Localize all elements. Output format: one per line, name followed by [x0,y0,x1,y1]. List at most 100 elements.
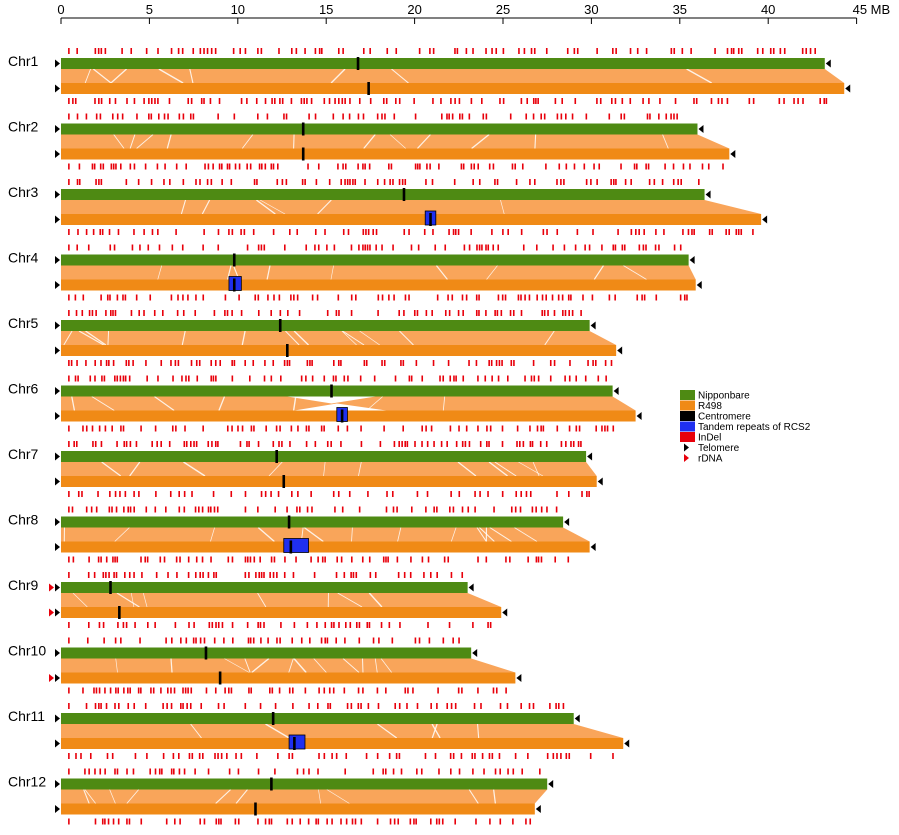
indel-mark [481,753,484,759]
indel-mark [485,556,488,563]
indel-mark [468,441,471,447]
indel-mark [260,637,262,644]
indel-mark [357,163,359,170]
indel-mark [313,572,316,578]
indel-mark [529,491,532,497]
indel-mark [360,425,362,432]
indel-mark [476,244,478,251]
indel-mark [154,506,157,513]
indel-mark [281,441,283,447]
inversion-line [431,723,438,739]
indel-mark [452,637,454,644]
inversion-line [323,461,326,477]
indel-mark [118,703,120,709]
indel-mark [552,244,554,251]
indel-mark [443,556,446,563]
indel-mark [207,441,210,447]
indel-mark [698,179,700,185]
telomere-right-nipponbare [698,125,704,133]
inversion-line [489,527,512,542]
indel-mark [388,622,391,628]
indel-mark [620,163,622,170]
indel-mark [233,360,236,366]
indel-mark [458,637,460,644]
inversion-line [83,789,90,804]
indel-mark [283,113,285,120]
axis-tick-label: 40 [761,2,775,17]
indel-mark [263,375,266,382]
indel-mark [507,375,509,382]
indel-mark [344,768,347,775]
indel-mark [280,375,282,382]
indel-mark [68,768,70,775]
indel-mark [553,310,556,316]
inversion-line [251,657,270,674]
indel-mark [328,687,331,694]
indel-mark [516,441,518,447]
indel-mark [553,360,556,366]
indel-mark [329,703,332,709]
indel-mark [583,163,586,170]
indel-mark [679,244,682,251]
indel-mark [182,310,185,316]
indel-mark [134,622,136,628]
indel-mark [537,556,540,563]
indel-mark [181,375,183,382]
indel-mark [475,310,478,316]
indel-mark [567,556,570,563]
indel-mark [363,360,366,366]
indel-mark [214,48,217,54]
indel-mark [352,179,354,185]
indel-mark [182,179,185,185]
indel-mark [176,572,178,578]
indel-mark [289,441,291,447]
indel-mark [477,375,479,382]
indel-mark [350,244,353,251]
inversion-line [292,396,297,411]
indel-mark [525,491,528,497]
indel-mark [429,163,431,170]
indel-mark [326,441,329,447]
indel-mark [451,294,454,301]
indel-mark [123,506,125,513]
indel-mark [317,556,319,563]
indel-mark [562,310,564,316]
indel-mark [492,163,495,170]
indel-mark [306,360,309,366]
indel-mark [80,753,82,759]
indel-mark [228,687,230,694]
indel-mark [636,48,639,54]
indel-mark [475,818,477,825]
indel-mark [111,113,114,120]
indel-mark [192,637,195,644]
indel-mark [814,48,816,54]
indel-mark [514,506,517,513]
indel-mark [349,98,351,104]
indel-mark [249,556,252,563]
indel-mark [455,441,458,447]
indel-mark [332,687,335,694]
indel-mark [111,506,113,513]
indel-mark [288,360,291,366]
indel-mark [164,163,166,170]
indel-mark [645,48,648,54]
indel-mark [490,360,493,366]
indel-mark [551,294,554,301]
telomere-left-r498 [55,84,60,93]
indel-mark [100,98,103,104]
inversion-line [368,592,383,608]
indel-mark [372,229,374,235]
tandem-repeat-block [283,538,309,553]
indel-mark [477,163,480,170]
telomere-left-nipponbare [55,649,60,657]
indel-mark [246,244,249,251]
indel-mark [151,229,154,235]
inversion-line [431,723,441,739]
chromosome-label: Chr6 [8,381,39,397]
indel-mark [418,637,421,644]
indel-mark [304,48,306,54]
indel-mark [272,360,275,366]
indel-mark [436,572,438,578]
indel-mark [217,244,220,251]
indel-mark [542,425,545,432]
